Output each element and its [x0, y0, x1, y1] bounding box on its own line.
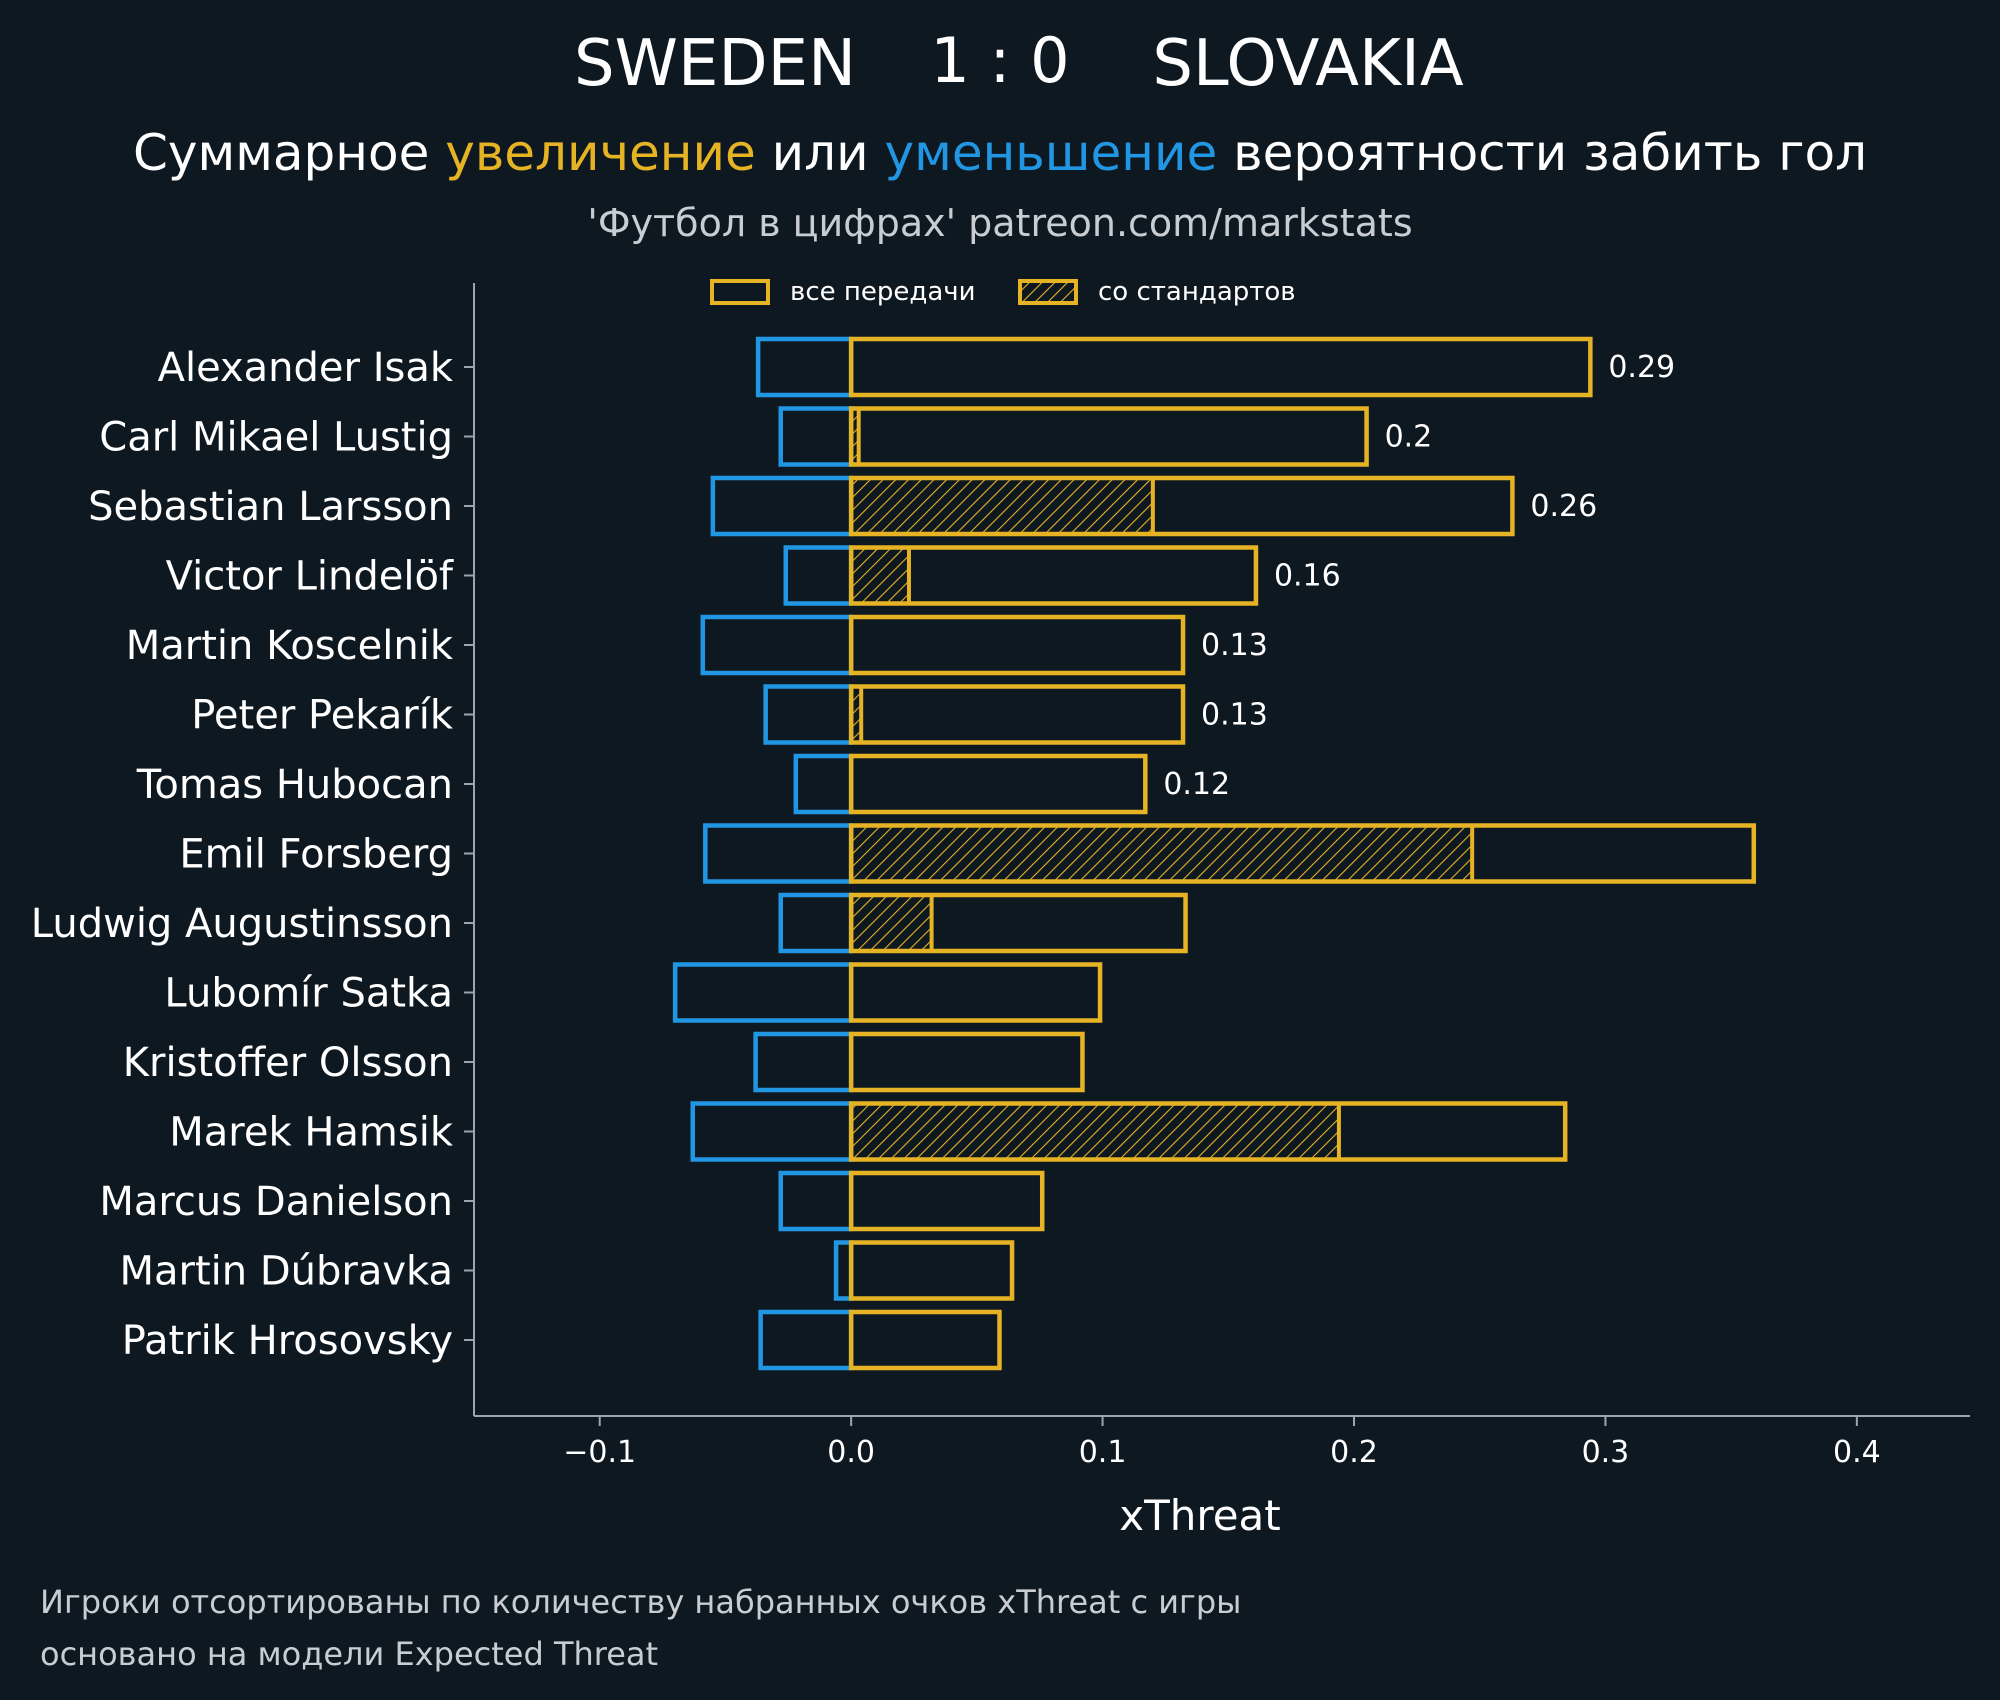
y-tick-label-player: Tomas Hubocan: [136, 762, 453, 808]
x-tick-label: 0.3: [1582, 1435, 1630, 1470]
bar-decrease: [703, 823, 854, 884]
bar-decrease: [753, 1031, 854, 1093]
data-label-value: 0.13: [1201, 628, 1268, 663]
bar-set-pieces: [849, 823, 1475, 884]
match-home-team: SWEDEN: [574, 27, 856, 101]
bar-decrease: [763, 684, 854, 745]
y-tick-label-player: Ludwig Augustinsson: [31, 901, 453, 947]
legend-label-all-passes: все передачи: [790, 277, 976, 307]
subtitle-decrease-word: уменьшение: [885, 124, 1218, 182]
y-tick-label-player: Carl Mikael Lustig: [99, 415, 453, 461]
bar-decrease: [793, 753, 854, 815]
bar-increase-all-passes: [848, 1309, 1002, 1371]
bar-increase-all-passes: [848, 962, 1103, 1023]
data-label-value: 0.13: [1201, 698, 1268, 733]
bar-increase-all-passes: [848, 1170, 1045, 1232]
y-tick-label-player: Peter Pekarík: [191, 693, 454, 739]
bar-decrease: [783, 545, 854, 606]
legend: все передачи со стандартов: [710, 277, 1296, 307]
footer-note-sorting: Игроки отсортированы по количеству набра…: [40, 1583, 1241, 1621]
legend-swatch-all-passes: [710, 279, 770, 305]
x-tick-label: 0.1: [1079, 1435, 1127, 1470]
y-tick-label-player: Marcus Danielson: [99, 1179, 453, 1225]
bar-increase-all-passes: [848, 545, 1259, 606]
x-ticks: −0.1 0.0 0.1 0.2 0.3 0.4: [563, 1416, 1881, 1470]
bar-set-pieces: [849, 476, 1155, 536]
bar-decrease: [758, 1309, 854, 1371]
data-label-value: 0.16: [1274, 559, 1341, 594]
data-labels: 0.290.20.260.160.130.130.12: [1163, 350, 1675, 802]
legend-swatch-set-pieces: [1018, 279, 1078, 305]
y-tick-label-player: Marek Hamsik: [169, 1110, 454, 1156]
bar-increase-all-passes: [848, 684, 1186, 745]
y-tick-label-player: Kristoffer Olsson: [123, 1040, 453, 1086]
bar-decrease: [700, 614, 854, 676]
y-tick-label-player: Lubomír Satka: [164, 971, 453, 1017]
x-tick-label: −0.1: [563, 1435, 636, 1470]
bar-set-pieces: [849, 1101, 1341, 1162]
bar-decrease: [672, 962, 854, 1023]
credit-line: 'Футбол в цифрах' patreon.com/markstats: [587, 201, 1412, 245]
bar-increase-all-passes: [848, 1240, 1015, 1301]
match-score: 1 : 0: [930, 24, 1069, 97]
data-label-value: 0.29: [1608, 350, 1675, 385]
bar-increase-all-passes: [848, 823, 1757, 884]
x-tick-label: 0.0: [827, 1435, 875, 1470]
bar-decrease: [710, 475, 854, 537]
subtitle-increase-word: увеличение: [445, 124, 756, 182]
y-tick-label-player: Sebastian Larsson: [88, 484, 453, 530]
bar-decrease: [833, 1240, 854, 1301]
bar-increase-all-passes: [848, 406, 1369, 467]
footer-note-model: основано на модели Expected Threat: [40, 1635, 658, 1673]
bar-increase-all-passes: [848, 614, 1186, 676]
bar-increase-all-passes: [848, 753, 1148, 815]
bar-decrease: [778, 406, 854, 467]
y-tick-label-player: Martin Dúbravka: [120, 1249, 453, 1295]
y-tick-labels: Alexander Isak Carl Mikael Lustig Sebastia…: [31, 345, 474, 1364]
chart-subtitle: Суммарное увеличение или уменьшение веро…: [133, 124, 1867, 182]
bar-decrease: [755, 336, 854, 398]
bars: [672, 336, 1757, 1371]
x-tick-label: 0.4: [1833, 1435, 1881, 1470]
subtitle-part3: вероятности забить гол: [1217, 124, 1867, 182]
data-label-value: 0.2: [1385, 420, 1433, 455]
bar-increase-all-passes: [848, 892, 1188, 954]
bar-increase-all-passes: [848, 475, 1515, 537]
x-axis-label: xThreat: [1119, 1491, 1281, 1540]
bar-increase-all-passes: [848, 1031, 1085, 1093]
bar-increase-all-passes: [848, 336, 1593, 398]
bar-set-pieces: [849, 545, 911, 606]
bar-decrease: [778, 1170, 854, 1232]
bar-decrease: [690, 1101, 854, 1162]
y-tick-label-player: Emil Forsberg: [179, 832, 453, 878]
bar-decrease: [778, 892, 854, 954]
bar-increase-all-passes: [848, 1101, 1568, 1162]
y-tick-label-player: Martin Koscelnik: [126, 623, 454, 669]
match-away-team: SLOVAKIA: [1152, 27, 1464, 101]
legend-label-set-pieces: со стандартов: [1098, 277, 1296, 307]
y-tick-label-player: Victor Lindelöf: [166, 554, 454, 600]
y-tick-label-player: Alexander Isak: [158, 345, 454, 391]
x-tick-label: 0.2: [1330, 1435, 1378, 1470]
data-label-value: 0.12: [1163, 767, 1230, 802]
y-tick-label-player: Patrik Hrosovsky: [122, 1318, 453, 1364]
subtitle-part2: или: [756, 124, 885, 182]
data-label-value: 0.26: [1530, 489, 1597, 524]
subtitle-part1: Суммарное: [133, 124, 445, 182]
bar-set-pieces: [849, 893, 934, 953]
